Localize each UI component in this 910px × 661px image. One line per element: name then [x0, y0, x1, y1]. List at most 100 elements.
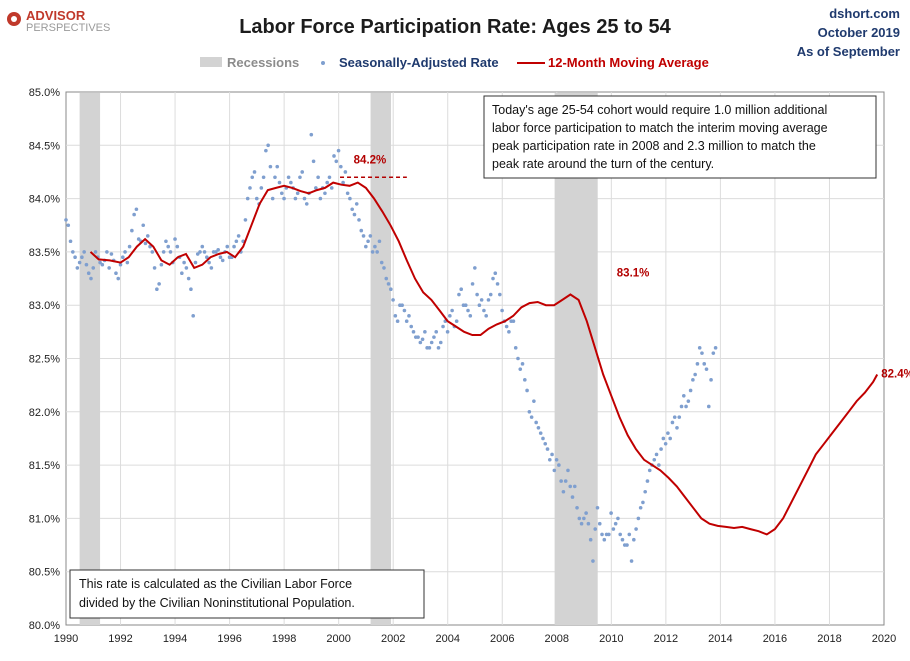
legend-recessions: Recessions: [227, 55, 299, 70]
note-bottom-left-line2: divided by the Civilian Noninstitutional…: [79, 596, 355, 610]
data-point: [93, 250, 98, 254]
data-point: [268, 164, 273, 169]
data-point: [470, 282, 475, 286]
legend-dot-swatch: [321, 61, 325, 65]
data-point: [700, 351, 704, 355]
y-tick-label: 83.5%: [29, 247, 60, 259]
data-point: [457, 292, 461, 297]
data-point: [602, 537, 607, 542]
data-point: [86, 271, 91, 276]
data-point: [366, 239, 370, 244]
data-point: [672, 415, 677, 419]
data-point: [552, 468, 557, 473]
data-point: [359, 228, 364, 233]
data-point: [625, 543, 629, 547]
data-point: [293, 196, 298, 201]
data-point: [195, 252, 200, 256]
data-point: [302, 196, 307, 201]
data-point: [559, 479, 563, 483]
data-point: [657, 463, 661, 467]
data-point: [654, 452, 659, 457]
data-point: [534, 420, 538, 425]
data-point: [538, 431, 543, 435]
legend: Recessions Seasonally-Adjusted Rate 12-M…: [200, 55, 709, 70]
data-point: [71, 250, 75, 254]
x-tick-label: 2012: [654, 633, 678, 645]
brand-line2: PERSPECTIVES: [26, 22, 110, 34]
brand-logo: ADVISOR PERSPECTIVES: [7, 8, 110, 34]
data-point: [309, 132, 314, 137]
data-point: [252, 170, 257, 174]
data-point: [713, 346, 718, 350]
data-point: [507, 330, 511, 334]
data-point: [182, 260, 186, 265]
note-top-right-line4: peak rate around the turn of the century…: [492, 157, 714, 171]
x-tick-label: 2002: [381, 633, 405, 645]
data-point: [638, 505, 643, 510]
note-top-right-line2: labor force participation to match the i…: [492, 121, 828, 135]
y-tick-label: 85.0%: [29, 87, 60, 99]
data-point: [259, 186, 264, 190]
source-site: dshort.com: [829, 6, 900, 21]
data-point: [329, 186, 334, 190]
data-point: [681, 394, 686, 398]
data-point: [161, 250, 166, 254]
data-point: [343, 170, 348, 174]
data-point: [697, 346, 702, 350]
data-point: [266, 143, 270, 148]
data-point: [547, 457, 552, 462]
data-point: [466, 308, 470, 313]
data-point: [245, 196, 250, 201]
data-point: [647, 468, 652, 473]
data-point: [570, 495, 575, 499]
data-point: [120, 255, 125, 260]
data-point: [77, 260, 82, 265]
data-point: [482, 308, 486, 313]
data-point: [225, 244, 230, 249]
data-point: [475, 292, 479, 297]
data-point: [277, 180, 282, 185]
data-point: [175, 244, 180, 249]
data-point: [243, 218, 248, 222]
data-point: [180, 271, 184, 276]
data-point: [168, 250, 173, 254]
data-point: [445, 330, 450, 334]
data-point: [450, 308, 454, 313]
data-point: [118, 262, 123, 267]
y-tick-label: 80.5%: [29, 567, 60, 579]
data-point: [495, 282, 500, 286]
data-point: [436, 346, 441, 350]
data-point: [516, 356, 520, 361]
data-point: [388, 287, 393, 292]
data-point: [279, 191, 284, 196]
data-point: [513, 346, 518, 350]
x-tick-label: 1990: [54, 633, 78, 645]
data-point: [105, 250, 109, 254]
brand-line1: ADVISOR: [26, 8, 86, 23]
data-point: [82, 250, 86, 254]
data-point: [627, 532, 632, 537]
data-point: [520, 362, 525, 366]
source-date: October 2019: [818, 25, 900, 40]
data-point: [132, 212, 136, 217]
data-point: [500, 308, 504, 313]
data-point: [611, 527, 616, 531]
note-bottom-left: This rate is calculated as the Civilian …: [69, 569, 425, 619]
data-point: [584, 511, 588, 515]
data-point: [66, 223, 71, 228]
x-axis: 1990 1992 1994 1996 1998 2000 2002 2004 2006 2008…: [54, 633, 896, 645]
data-point: [143, 241, 148, 246]
data-point: [141, 223, 146, 228]
data-point: [557, 463, 561, 467]
data-point: [629, 559, 634, 563]
x-tick-label: 2010: [599, 633, 623, 645]
data-point: [582, 516, 586, 521]
data-point: [348, 196, 352, 201]
data-point: [341, 180, 345, 185]
data-point: [561, 489, 566, 494]
data-point: [334, 159, 339, 164]
data-point: [636, 516, 641, 521]
data-point: [563, 479, 568, 483]
data-point: [688, 388, 693, 393]
data-point: [523, 378, 527, 382]
